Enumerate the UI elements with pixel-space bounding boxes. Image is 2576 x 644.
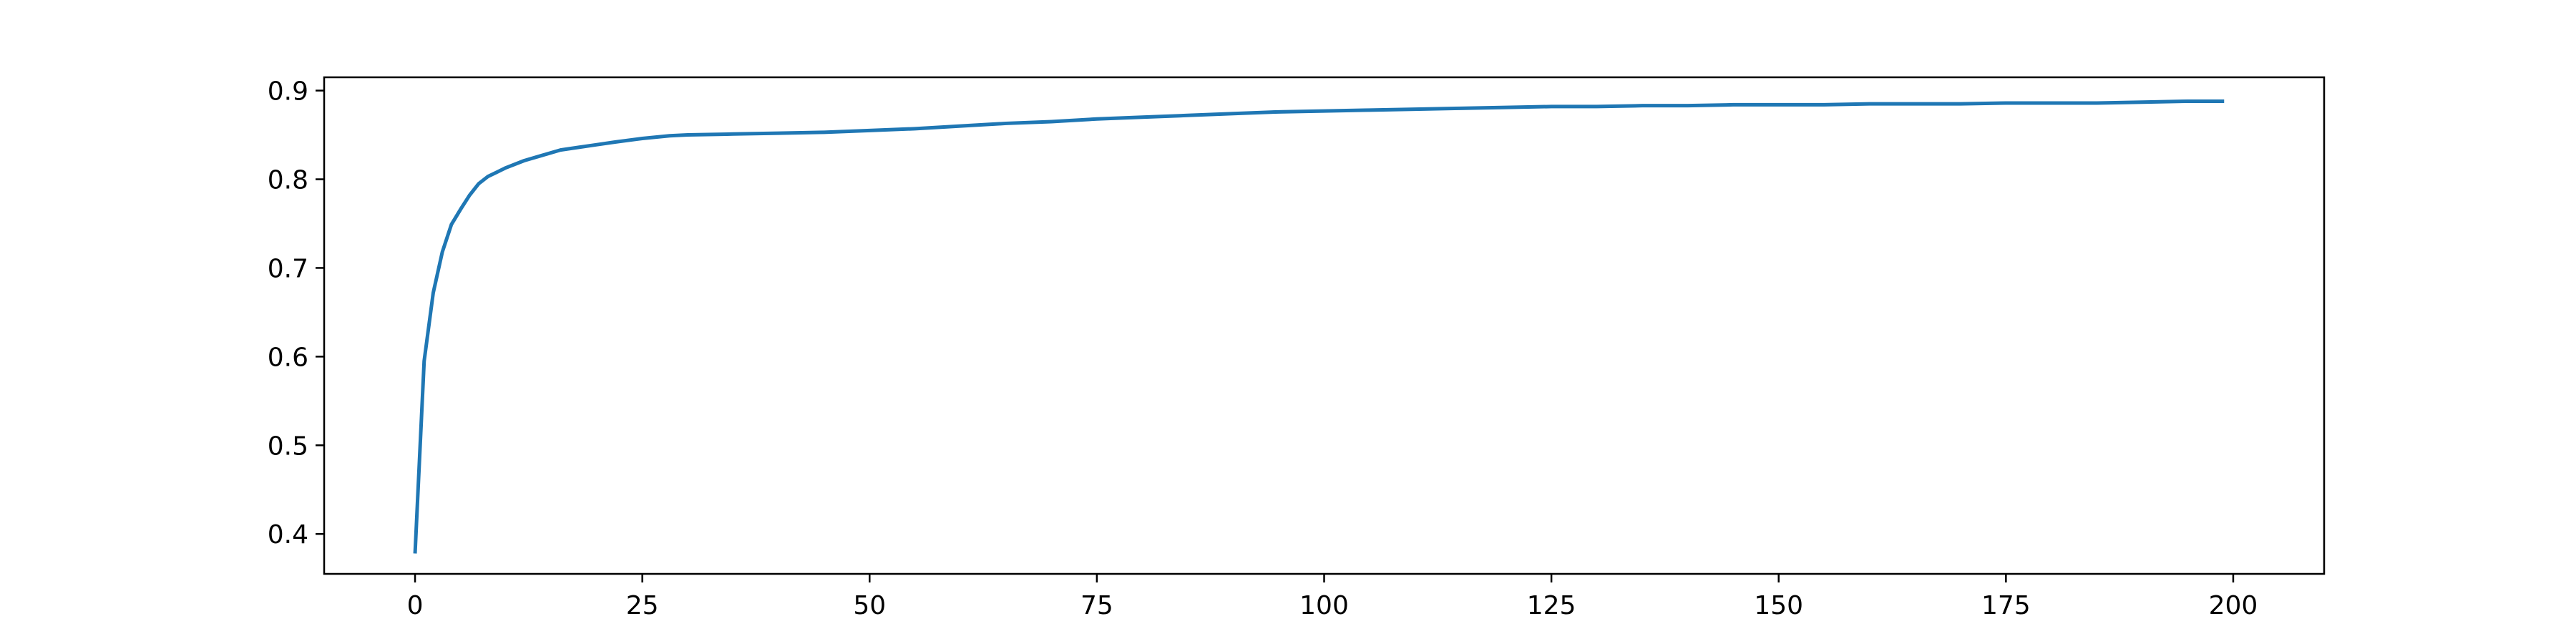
y-tick-label: 0.8 [268, 166, 308, 195]
y-axis: 0.4 0.5 0.6 0.7 0.8 0.9 [268, 77, 324, 550]
x-tick-label: 200 [2209, 591, 2258, 620]
x-axis: 0 25 50 75 100 125 150 175 200 [407, 574, 2258, 620]
y-tick-label: 0.7 [268, 254, 308, 283]
y-tick-label: 0.5 [268, 431, 308, 461]
plot-area [413, 99, 2225, 554]
x-tick-label: 0 [407, 591, 424, 620]
x-tick-label: 150 [1754, 591, 1803, 620]
x-tick-label: 25 [626, 591, 659, 620]
x-tick-label: 125 [1527, 591, 1576, 620]
y-tick-label: 0.9 [268, 77, 308, 107]
series-line-1 [413, 99, 2225, 554]
x-tick-label: 100 [1299, 591, 1349, 620]
x-tick-label: 50 [853, 591, 886, 620]
x-tick-label: 175 [1981, 591, 2031, 620]
x-tick-label: 75 [1080, 591, 1113, 620]
y-tick-label: 0.6 [268, 343, 308, 372]
y-tick-label: 0.4 [268, 520, 308, 550]
